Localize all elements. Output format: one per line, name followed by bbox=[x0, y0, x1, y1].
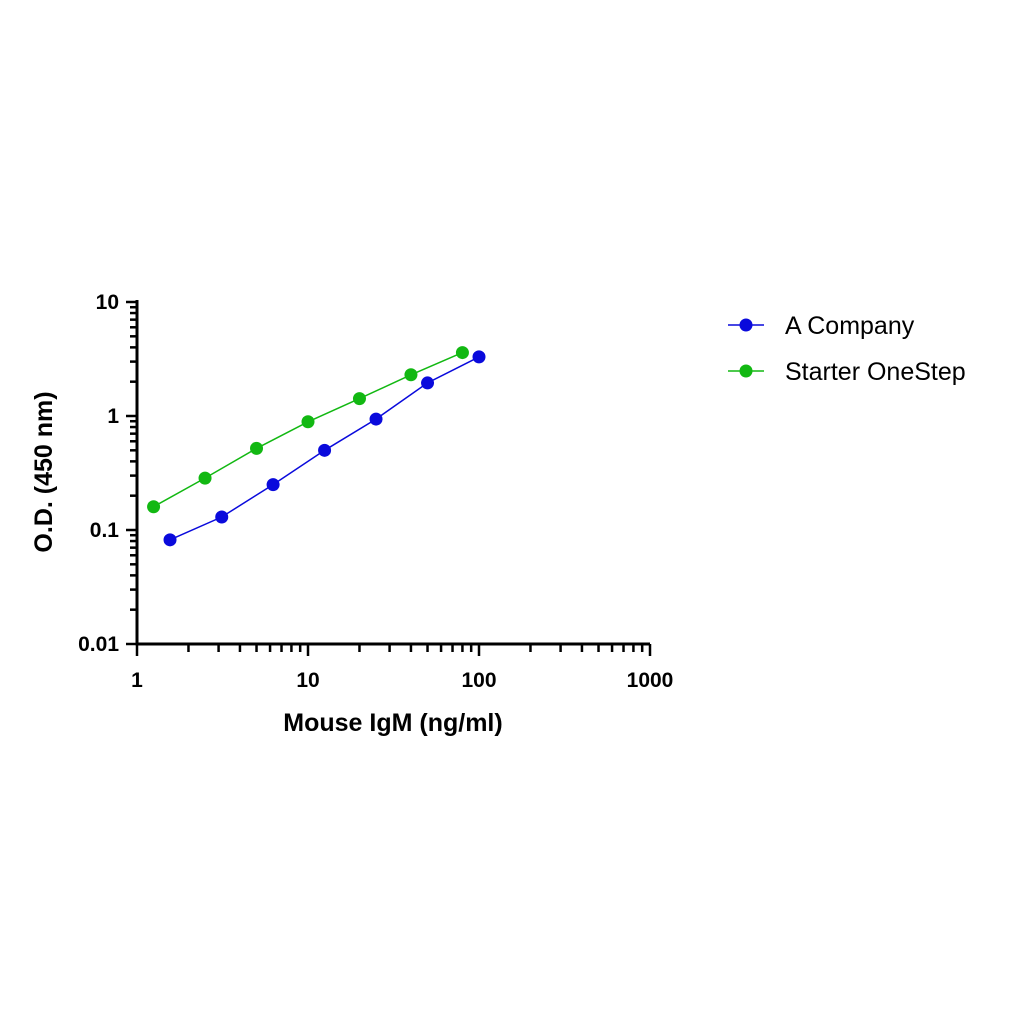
legend-label: A Company bbox=[785, 312, 915, 340]
y-tick-label: 0.01 bbox=[78, 633, 119, 656]
x-tick-label: 100 bbox=[461, 669, 496, 692]
series-layer bbox=[147, 346, 486, 547]
legend-marker bbox=[739, 318, 753, 332]
data-point bbox=[215, 510, 229, 524]
series-1 bbox=[163, 350, 486, 547]
y-tick-label: 1 bbox=[107, 405, 119, 428]
data-point bbox=[266, 478, 280, 492]
data-point bbox=[198, 471, 212, 485]
y-axis-title: O.D. (450 nm) bbox=[30, 391, 58, 552]
x-tick-label: 10 bbox=[296, 669, 319, 692]
data-point bbox=[301, 415, 315, 429]
data-point bbox=[250, 441, 264, 455]
y-axis-ticks: 0.01 0.1 1 10 bbox=[78, 291, 137, 656]
data-point bbox=[369, 412, 383, 426]
y-tick-label: 10 bbox=[96, 291, 119, 314]
x-axis-title: Mouse IgM (ng/ml) bbox=[283, 709, 502, 737]
legend-item: A Company bbox=[728, 312, 915, 340]
data-point bbox=[147, 500, 161, 514]
data-point bbox=[455, 346, 469, 360]
data-point bbox=[163, 533, 177, 547]
legend-marker bbox=[739, 364, 753, 378]
legend-label: Starter OneStep bbox=[785, 358, 966, 386]
x-axis-ticks: 1 10 100 1000 bbox=[131, 644, 673, 692]
legend: A Company Starter OneStep bbox=[728, 312, 966, 386]
y-tick-label: 0.1 bbox=[90, 519, 120, 542]
x-tick-label: 1 bbox=[131, 669, 143, 692]
data-point bbox=[404, 368, 418, 382]
plot-area: 0.01 0.1 1 10 1 10 100 1000 bbox=[78, 291, 673, 692]
data-point bbox=[421, 376, 435, 390]
series-2 bbox=[147, 346, 469, 514]
legend-item: Starter OneStep bbox=[728, 358, 966, 386]
data-point bbox=[318, 443, 332, 457]
data-point bbox=[352, 392, 366, 406]
data-point bbox=[472, 350, 486, 364]
x-tick-label: 1000 bbox=[627, 669, 674, 692]
